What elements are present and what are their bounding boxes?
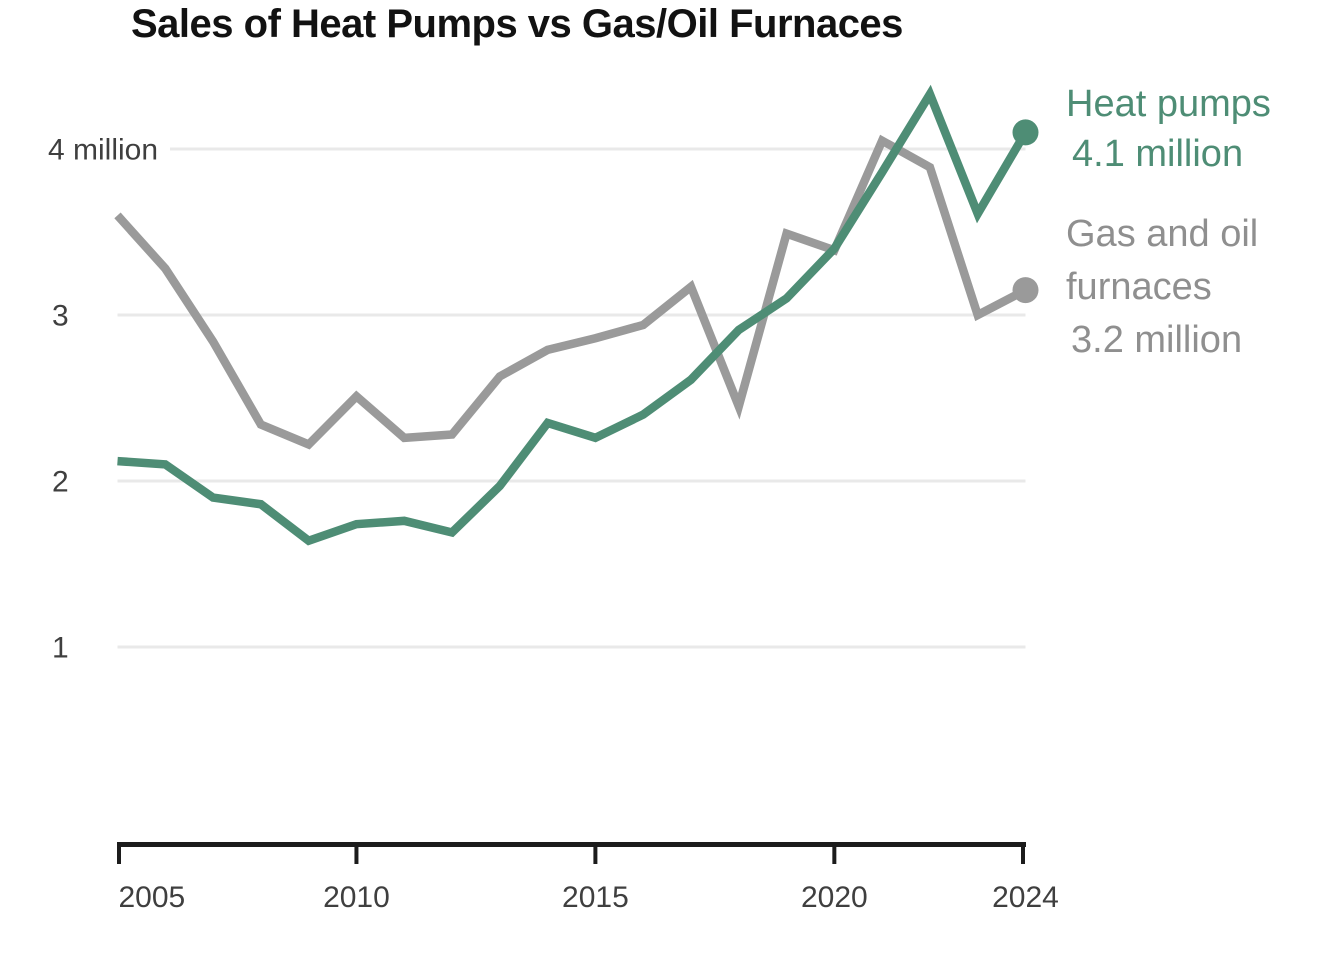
x-axis-label-2005: 2005 (119, 881, 186, 914)
x-axis-label-2020: 2020 (801, 881, 868, 914)
legend-heat-pumps-value: 4.1 million (1072, 133, 1244, 175)
series-line-heat_pumps (117, 84, 1030, 546)
y-axis-label-3: 3 (52, 300, 69, 333)
series-end-dot-gas_oil_furnaces (1012, 277, 1039, 304)
x-axis-tick-2015 (593, 842, 598, 864)
x-axis-tick-2010 (354, 842, 359, 864)
series-line-gas_oil_furnaces (114, 134, 1028, 450)
x-axis-label-2015: 2015 (562, 881, 629, 914)
legend-furnaces-label-line2: furnaces (1066, 266, 1212, 308)
legend-heat-pumps-label: Heat pumps (1066, 83, 1271, 125)
y-axis-label-4: 4 million (48, 134, 158, 167)
y-axis-label-1: 1 (52, 632, 69, 665)
y-axis-label-2: 2 (52, 466, 69, 499)
x-axis-tick-2005 (117, 842, 121, 864)
x-axis-label-2024: 2024 (992, 881, 1059, 914)
x-axis-tick-2020 (832, 842, 837, 864)
series-end-dot-heat_pumps (1012, 119, 1039, 146)
x-axis-label-2010: 2010 (323, 881, 390, 914)
legend-furnaces-value: 3.2 million (1071, 319, 1243, 361)
x-axis-tick-2024 (1021, 842, 1025, 864)
chart-title: Sales of Heat Pumps vs Gas/Oil Furnaces (131, 2, 903, 46)
x-axis-line (117, 842, 1026, 847)
legend-furnaces-label-line1: Gas and oil (1066, 213, 1259, 255)
